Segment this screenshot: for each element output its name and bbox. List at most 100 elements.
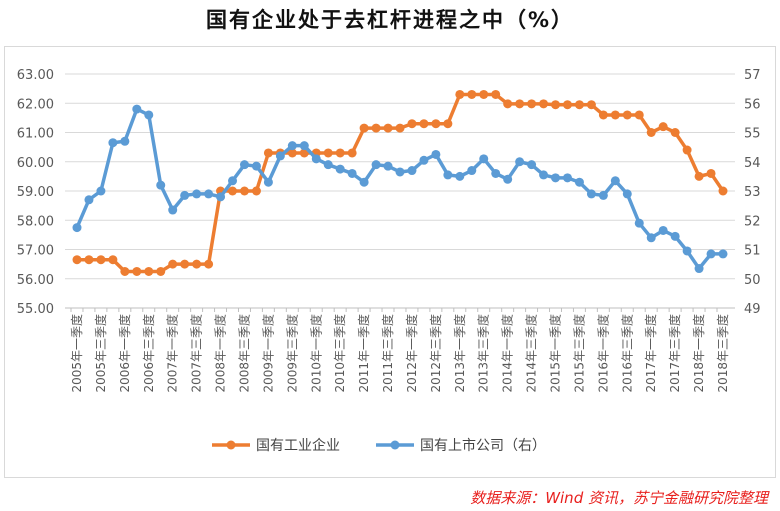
right-axis-tick-label: 55 [744,127,761,142]
data-point [144,110,154,120]
data-point [156,266,166,276]
data-point [347,168,357,178]
data-point [228,186,238,196]
data-point [204,259,214,269]
data-point [371,123,381,133]
data-point [503,99,513,109]
data-point [72,255,82,265]
data-point [108,138,118,148]
right-axis-tick-label: 51 [744,244,761,259]
data-point [598,110,608,120]
data-point [239,160,249,170]
x-axis-tick-label: 2015年一季度 [548,314,563,393]
data-point [515,157,525,167]
x-axis-tick-label: 2009年一季度 [260,314,275,393]
data-point [694,264,704,274]
left-axis-tick-label: 55.00 [17,302,54,317]
data-point [168,259,178,269]
data-point [84,195,94,205]
right-axis-tick-label: 54 [744,156,761,171]
data-point [108,255,118,265]
data-point [718,249,728,259]
data-point [347,148,357,158]
data-point [359,123,369,133]
left-axis-tick-label: 58.00 [17,214,54,229]
x-axis-tick-label: 2007年三季度 [189,314,204,393]
data-point [706,168,716,178]
data-point [646,233,656,243]
x-axis-tick-label: 2014年一季度 [500,314,515,393]
data-point [658,122,668,132]
data-point [610,176,620,186]
data-point [515,99,525,109]
data-point [527,99,537,109]
data-point [718,186,728,196]
legend-label: 国有工业企业 [256,437,340,454]
data-point [694,171,704,181]
data-point [311,154,321,164]
data-point [539,170,549,180]
data-point [574,177,584,187]
data-point [96,186,106,196]
data-point [395,167,405,177]
data-point [323,160,333,170]
data-point [539,99,549,109]
data-point [383,161,393,171]
data-point [443,170,453,180]
data-point [467,89,477,99]
data-point [646,128,656,137]
data-point [251,161,261,171]
data-point [216,192,226,202]
x-axis-tick-label: 2017年一季度 [643,314,658,393]
data-point [455,89,465,99]
data-point [658,225,668,235]
data-point [72,223,82,233]
data-point [168,205,178,215]
x-axis-tick-label: 2016年三季度 [619,314,634,393]
chart-title: 国有企业处于去杠杆进程之中（%） [205,8,575,32]
data-point [383,123,393,133]
x-axis-tick-label: 2006年一季度 [117,314,132,393]
x-axis-tick-label: 2013年一季度 [452,314,467,393]
data-point [634,110,644,120]
data-point [586,100,596,110]
left-axis-tick-label: 63.00 [17,68,54,83]
x-axis-tick-label: 2009年三季度 [284,314,299,393]
data-point [503,174,513,184]
data-point [204,189,214,199]
data-point [299,141,309,151]
data-point [491,89,501,99]
legend-marker [226,440,236,450]
series-line-1 [77,92,725,274]
data-point [622,110,632,120]
data-point [443,119,453,129]
data-point [622,189,632,199]
data-point [132,104,142,114]
data-point [239,186,249,196]
left-axis-tick-label: 61.00 [17,127,54,142]
data-point [180,259,190,269]
legend-marker [390,440,400,450]
data-point [670,128,680,137]
x-axis-tick-label: 2010年一季度 [308,314,323,393]
x-axis-tick-label: 2011年一季度 [356,314,371,393]
x-axis-tick-label: 2015年三季度 [571,314,586,393]
data-point [551,100,561,110]
data-point [562,100,572,110]
data-point [263,177,273,187]
x-axis-tick-label: 2007年一季度 [165,314,180,393]
x-axis-tick-label: 2008年一季度 [213,314,228,393]
data-point [96,255,106,265]
data-point [479,89,489,99]
x-axis-tick-label: 2013年三季度 [476,314,491,393]
data-point [192,259,202,269]
source-note: 数据来源：Wind 资讯，苏宁金融研究院整理 [470,489,768,507]
right-axis-tick-label: 50 [744,273,761,288]
x-axis-tick-label: 2012年三季度 [428,314,443,393]
x-axis-tick-label: 2010年三季度 [332,314,347,393]
data-point [84,255,94,265]
right-axis-tick-label: 56 [744,97,761,112]
data-point [527,160,537,170]
data-point [335,164,345,174]
